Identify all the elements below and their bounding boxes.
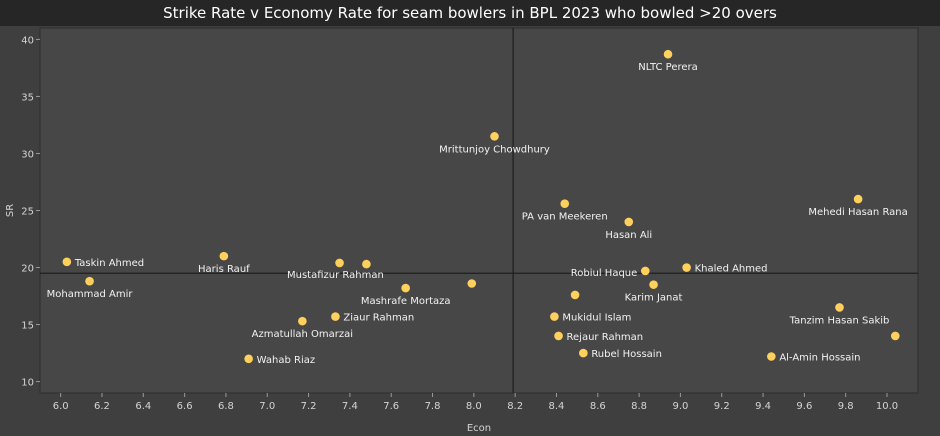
reference-lines <box>40 28 918 393</box>
data-point <box>663 49 673 59</box>
x-tick-label: 8.6 <box>590 401 606 412</box>
data-point <box>298 316 307 326</box>
data-point <box>490 132 499 141</box>
data-point <box>853 194 863 204</box>
data-point <box>835 303 844 312</box>
plot-background <box>39 27 919 394</box>
data-label: Mustafizur Rahman <box>287 270 384 281</box>
x-tick-label: 6.0 <box>53 401 69 412</box>
x-axis-ticks: 6.0 6.2 6.4 6.6 6.8 7.0 7.2 7.4 7.6 7.8 8.0 8.2 8.4 8… <box>53 393 898 412</box>
data-point <box>335 258 344 268</box>
data-label: Rejaur Rahman <box>567 332 644 343</box>
data-label: Mrittunjoy Chowdhury <box>439 144 550 155</box>
data-label: Karim Janat <box>625 293 683 304</box>
y-tick-label: 40 <box>21 35 34 46</box>
x-tick-label: 6.8 <box>218 401 234 412</box>
data-point <box>62 257 72 267</box>
x-tick-label: 7.8 <box>425 401 441 412</box>
data-label: Wahab Riaz <box>257 355 315 366</box>
y-tick-label: 35 <box>21 92 34 103</box>
y-tick-label: 25 <box>21 207 34 218</box>
x-tick-label: 8.0 <box>466 401 482 412</box>
data-points <box>62 49 900 364</box>
data-label: Mohammad Amir <box>47 289 134 300</box>
x-tick-label: 8.8 <box>631 401 647 412</box>
data-point <box>467 279 477 288</box>
data-point <box>219 251 229 261</box>
data-point <box>362 259 371 269</box>
x-tick-label: 7.4 <box>342 401 358 412</box>
x-tick-label: 8.4 <box>549 401 565 412</box>
x-tick-label: 9.6 <box>796 401 812 412</box>
data-point <box>550 312 559 321</box>
x-tick-label: 9.0 <box>672 401 688 412</box>
data-label: Rubel Hossain <box>591 349 662 360</box>
y-tick-label: 30 <box>21 149 34 160</box>
x-tick-label: 6.4 <box>135 401 151 412</box>
data-label: Mashrafe Mortaza <box>361 296 451 307</box>
data-point <box>331 312 340 321</box>
plot-area <box>39 27 919 394</box>
data-point <box>560 199 570 208</box>
y-tick-label: 10 <box>21 378 34 389</box>
data-point <box>649 280 658 289</box>
data-label: Khaled Ahmed <box>695 264 768 275</box>
data-point <box>641 266 650 276</box>
data-labels: NLTC Perera Mrittunjoy Chowdhury Mehedi Ha… <box>47 62 908 366</box>
data-point <box>624 217 634 227</box>
x-tick-label: 7.0 <box>259 401 275 412</box>
data-point <box>570 290 580 300</box>
data-label: Azmatullah Omarzai <box>252 329 353 340</box>
x-tick-label: 9.4 <box>755 401 771 412</box>
data-label: Mukidul Islam <box>562 313 631 324</box>
y-axis-title: SR <box>5 204 16 217</box>
data-label: Hasan Ali <box>605 230 652 241</box>
x-tick-label: 7.6 <box>383 401 399 412</box>
x-tick-label: 7.2 <box>301 401 317 412</box>
data-point <box>682 263 691 272</box>
y-tick-label: 20 <box>21 264 34 275</box>
x-tick-label: 6.2 <box>94 401 110 412</box>
x-tick-label: 6.6 <box>177 401 193 412</box>
data-label: PA van Meekeren <box>522 212 608 223</box>
data-point <box>579 348 588 358</box>
data-label: Ziaur Rahman <box>343 313 414 324</box>
data-label: Robiul Haque <box>571 268 638 279</box>
y-axis-ticks: 10 15 20 25 30 35 40 <box>21 35 40 389</box>
x-axis-title: Econ <box>467 423 491 434</box>
data-label: Tanzim Hasan Sakib <box>789 315 890 326</box>
x-tick-label: 10.0 <box>876 401 898 412</box>
x-tick-label: 9.8 <box>838 401 854 412</box>
data-point <box>244 354 253 364</box>
x-tick-label: 9.2 <box>714 401 730 412</box>
data-point <box>554 331 563 341</box>
data-point <box>401 283 410 293</box>
data-label: NLTC Perera <box>638 62 697 73</box>
x-tick-label: 8.2 <box>507 401 523 412</box>
scatter-chart: 6.0 6.2 6.4 6.6 6.8 7.0 7.2 7.4 7.6 7.8 8.0 8.2 8.4 8… <box>5 27 919 434</box>
chart-title: Strike Rate v Economy Rate for seam bowl… <box>0 0 940 26</box>
data-label: Mehedi Hasan Rana <box>808 207 907 218</box>
data-label: Haris Rauf <box>198 264 250 275</box>
data-label: Taskin Ahmed <box>74 258 144 269</box>
data-label: Al-Amin Hossain <box>779 353 860 364</box>
data-point <box>85 276 94 286</box>
data-point <box>767 352 776 361</box>
data-point <box>890 331 900 341</box>
y-tick-label: 15 <box>21 321 34 332</box>
